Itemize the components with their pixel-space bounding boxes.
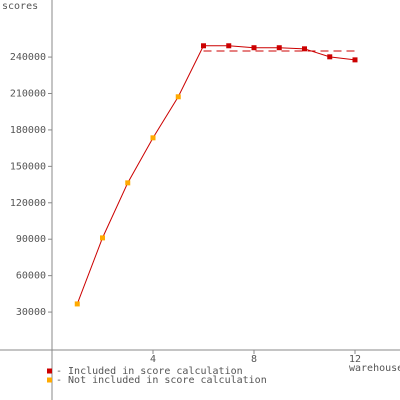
point — [74, 301, 80, 307]
x-tick-label: 4 — [150, 354, 156, 365]
point — [150, 135, 156, 141]
legend-label: - Not included in score calculation — [56, 375, 267, 386]
x-tick-label: 12 — [349, 354, 361, 365]
legend-marker — [47, 368, 52, 374]
point — [175, 94, 181, 100]
legend-marker — [47, 377, 52, 383]
y-tick-label: 210000 — [10, 89, 46, 100]
y-tick-label: 30000 — [16, 307, 46, 318]
point — [327, 54, 333, 60]
y-tick-label: 60000 — [16, 271, 46, 282]
point — [302, 46, 307, 52]
y-tick-label: 120000 — [10, 198, 46, 209]
legend-label: - Included in score calculation — [56, 366, 243, 377]
y-tick-label: 240000 — [10, 52, 46, 63]
y-axis-label: scores — [2, 1, 38, 12]
point — [251, 45, 257, 51]
point — [125, 180, 131, 186]
data-line — [76, 45, 356, 305]
y-tick-label: 180000 — [10, 125, 46, 136]
point — [100, 235, 105, 241]
y-tick-label: 90000 — [16, 234, 46, 245]
x-tick-label: 8 — [251, 354, 257, 365]
point — [201, 43, 206, 49]
point — [226, 43, 232, 49]
x-axis-label: warehouses — [349, 363, 400, 374]
point — [352, 57, 358, 63]
point — [276, 45, 282, 51]
y-tick-label: 150000 — [10, 161, 46, 172]
